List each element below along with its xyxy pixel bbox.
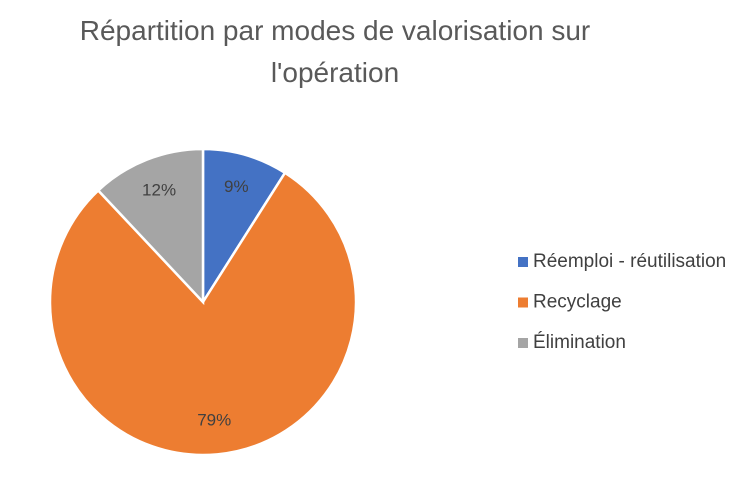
legend-label: Élimination (533, 332, 626, 353)
data-label: 79% (197, 410, 231, 429)
data-label: 9% (224, 177, 249, 196)
data-label: 12% (142, 181, 176, 200)
legend-label: Recyclage (533, 292, 622, 313)
pie-slice (48, 171, 358, 457)
pie-slice (201, 147, 287, 307)
legend-label: Réemploi - réutilisation (533, 251, 726, 272)
legend-swatch (518, 297, 528, 308)
legend-swatch (518, 338, 528, 348)
legend-swatch (518, 257, 528, 267)
pie-slice (96, 147, 205, 306)
chart-title: Répartition par modes de valorisation su… (79, 15, 591, 88)
